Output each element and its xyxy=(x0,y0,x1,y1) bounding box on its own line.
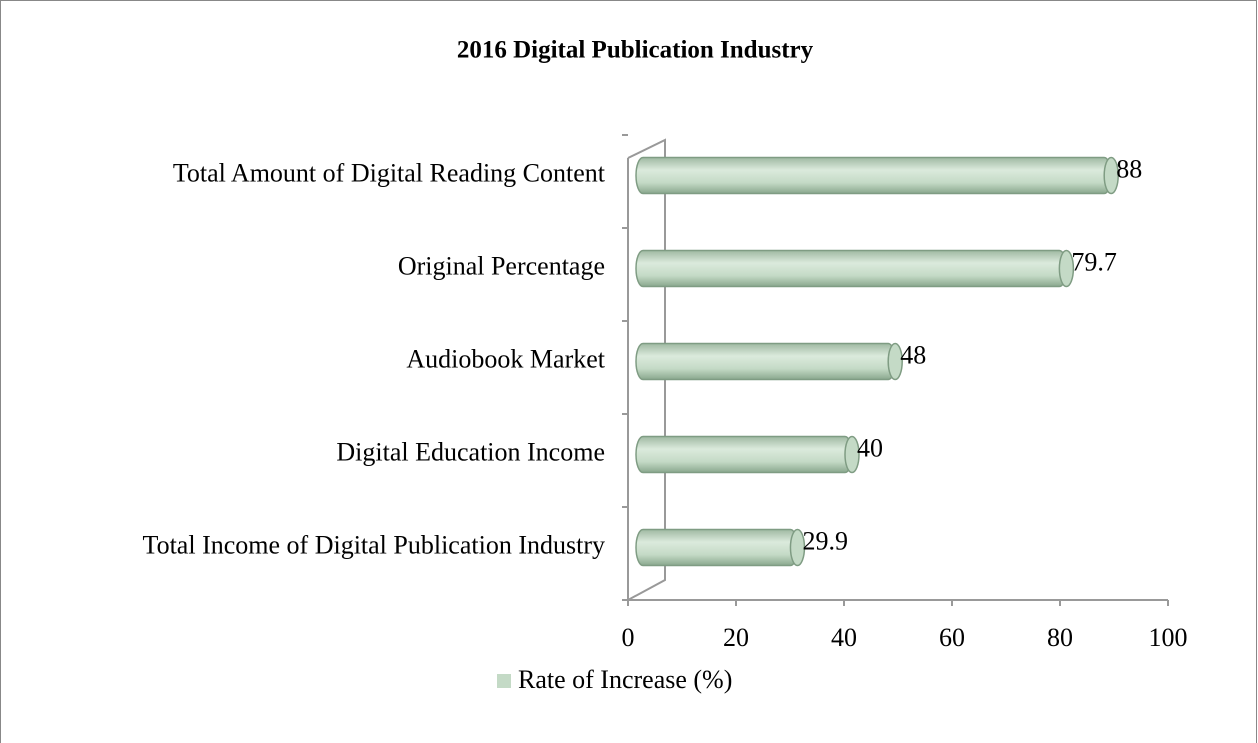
data-label: 29.9 xyxy=(802,526,848,555)
bar xyxy=(635,528,799,567)
bar-cap xyxy=(844,435,860,474)
y-tick-label: Total Amount of Digital Reading Content xyxy=(173,158,606,187)
bar xyxy=(635,249,1068,288)
bar-cap xyxy=(789,528,806,567)
y-tick-label: Audiobook Market xyxy=(406,344,605,373)
bar-cap xyxy=(1058,249,1075,288)
chart-title: 2016 Digital Publication Industry xyxy=(457,37,814,64)
y-tick-label: Digital Education Income xyxy=(336,437,605,466)
x-tick-label: 100 xyxy=(1149,623,1188,652)
bar xyxy=(635,435,853,474)
bar-cap xyxy=(1103,156,1119,195)
x-tick-label: 80 xyxy=(1047,623,1073,652)
data-label: 40 xyxy=(857,433,883,462)
bar xyxy=(635,342,896,381)
legend-label: Rate of Increase (%) xyxy=(518,665,732,694)
bar-cap xyxy=(887,342,903,381)
x-tick-label: 60 xyxy=(939,623,965,652)
x-tick-label: 20 xyxy=(723,623,749,652)
y-tick-label: Total Income of Digital Publication Indu… xyxy=(143,530,605,559)
y-tick-label: Original Percentage xyxy=(398,251,605,280)
legend-swatch xyxy=(497,674,511,688)
bar xyxy=(635,156,1112,195)
x-tick-label: 0 xyxy=(622,623,635,652)
x-tick-label: 40 xyxy=(831,623,857,652)
data-label: 48 xyxy=(900,340,926,369)
data-label: 79.7 xyxy=(1071,247,1117,276)
data-label: 88 xyxy=(1116,154,1142,183)
